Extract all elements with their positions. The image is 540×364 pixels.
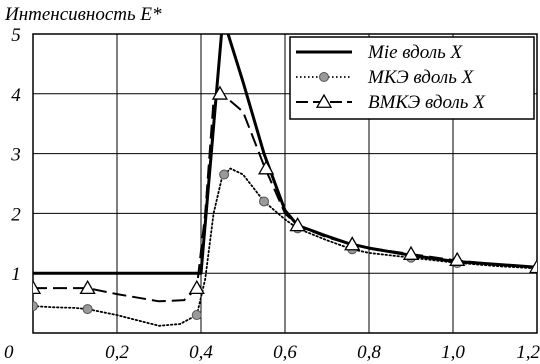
data-point-marker xyxy=(82,304,93,315)
tick-labels: 0 0,2 0,4 0,6 0,8 1,0 1,2 1 2 3 4 5 xyxy=(4,25,540,363)
series-line xyxy=(33,167,537,327)
y-tick-label: 1 xyxy=(11,264,21,285)
y-tick-label: 4 xyxy=(11,85,21,106)
x-tick-label: 0 xyxy=(4,342,14,363)
y-tick-label: 5 xyxy=(11,25,21,46)
x-tick-label: 0,6 xyxy=(273,342,297,363)
series-3 xyxy=(33,85,537,303)
chart-title: Интенсивность E* xyxy=(4,4,162,25)
data-point-marker xyxy=(289,217,306,232)
series-line xyxy=(33,34,537,275)
data-point-marker xyxy=(259,196,269,207)
x-tick-label: 0,4 xyxy=(189,342,213,363)
data-point-marker xyxy=(528,258,537,274)
data-point-marker xyxy=(257,160,275,175)
data-point-marker xyxy=(211,85,229,100)
series-1 xyxy=(33,34,537,275)
data-point-marker xyxy=(188,279,205,295)
x-tick-label: 1,0 xyxy=(441,342,465,363)
series-layer xyxy=(33,34,537,327)
legend-marker xyxy=(315,93,333,108)
legend: Mie вдоль X МКЭ вдоль X ВМКЭ вдоль X xyxy=(289,36,535,120)
legend-marker xyxy=(319,72,329,82)
x-tick-label: 0,2 xyxy=(105,342,129,363)
plot-frame xyxy=(32,33,538,334)
data-point-marker xyxy=(191,310,202,321)
x-tick-label: 0,8 xyxy=(357,342,381,363)
y-tick-label: 2 xyxy=(11,204,21,225)
y-tick-label: 3 xyxy=(10,145,21,166)
data-point-marker xyxy=(402,245,420,260)
x-tick-label: 1,2 xyxy=(516,342,540,363)
series-2 xyxy=(33,167,537,327)
data-point-marker xyxy=(33,279,42,295)
data-point-marker xyxy=(449,251,466,266)
data-point-marker xyxy=(33,301,38,312)
data-point-marker xyxy=(219,169,230,180)
legend-label: МКЭ вдоль X xyxy=(367,67,475,88)
series-line xyxy=(33,92,537,303)
data-point-marker xyxy=(79,279,96,295)
legend-label: Mie вдоль X xyxy=(367,42,463,63)
data-point-marker xyxy=(344,236,361,251)
legend-label: ВМКЭ вдоль X xyxy=(368,92,486,113)
